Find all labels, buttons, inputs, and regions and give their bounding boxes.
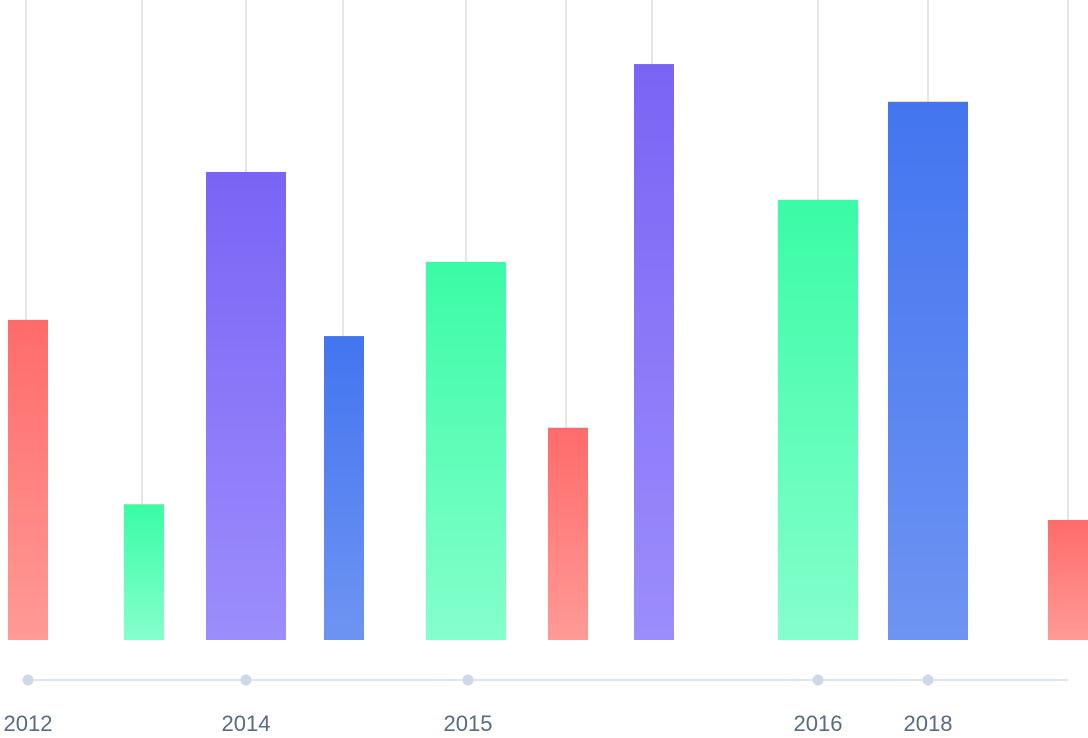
bar-green bbox=[426, 261, 506, 640]
timeline-year-label: 2012 bbox=[4, 711, 53, 736]
timeline-labels: 2012 2014 2015 2016 2018 bbox=[4, 711, 953, 736]
timeline-axis bbox=[22, 674, 1068, 686]
timeline-dot bbox=[812, 674, 824, 686]
bar-blue bbox=[324, 336, 364, 640]
timeline-year-label: 2015 bbox=[444, 711, 493, 736]
timeline-year-label: 2016 bbox=[794, 711, 843, 736]
timeline-year-label: 2018 bbox=[904, 711, 953, 736]
bar-red bbox=[1048, 519, 1088, 640]
bar-red bbox=[8, 319, 48, 640]
bars-group bbox=[8, 64, 1088, 640]
bar-purple bbox=[206, 171, 286, 640]
bar-red bbox=[548, 427, 588, 640]
timeline-dot bbox=[22, 674, 34, 686]
bar-purple bbox=[634, 64, 674, 640]
vertical-guide-lines bbox=[25, 0, 1069, 520]
timeline-dot bbox=[922, 674, 934, 686]
bar-green bbox=[778, 199, 858, 640]
timeline-year-label: 2014 bbox=[222, 711, 271, 736]
timeline-dot bbox=[462, 674, 474, 686]
bar-green bbox=[124, 504, 164, 640]
bar-blue bbox=[888, 101, 968, 640]
timeline-dot bbox=[240, 674, 252, 686]
